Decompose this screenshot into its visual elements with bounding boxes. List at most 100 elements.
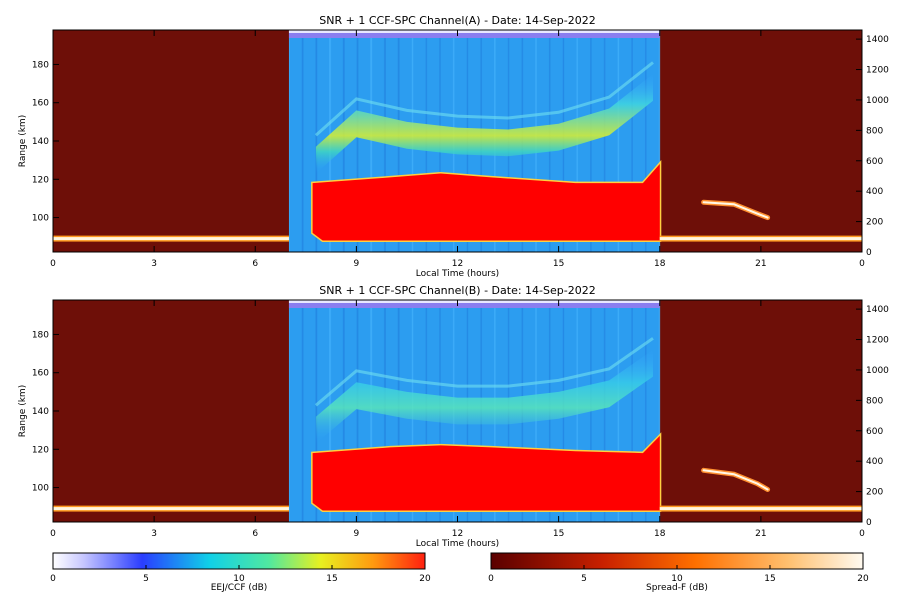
x-tick-label: 12 (452, 259, 463, 269)
noise-streak (644, 30, 646, 252)
noise-streak (603, 30, 605, 252)
colorbar-eej-label: EEJ/CCF (dB) (211, 583, 268, 593)
x-tick-label: 3 (151, 259, 157, 269)
streak (702, 469, 769, 491)
x-tick-label: 18 (654, 529, 666, 539)
chart-title: SNR + 1 CCF-SPC Channel(B) - Date: 14-Se… (319, 284, 595, 297)
colorbar-tick-label: 15 (764, 574, 775, 584)
noise-streak (302, 30, 304, 252)
noise-streak (590, 30, 592, 252)
y-tick-label: 160 (32, 369, 49, 379)
y-tick-label: 160 (32, 99, 49, 109)
noise-streak (618, 300, 620, 522)
noise-streak (356, 30, 358, 252)
chart-title: SNR + 1 CCF-SPC Channel(A) - Date: 14-Se… (319, 14, 595, 27)
colorbar-tick-label: 20 (419, 574, 431, 584)
top-noise-edge (288, 30, 660, 33)
y-tick-label: 140 (32, 137, 49, 147)
noise-streak (370, 30, 372, 252)
x-tick-label: 15 (553, 529, 564, 539)
noise-streak (302, 300, 304, 522)
x-tick-label: 3 (151, 529, 157, 539)
colorbar-tick-label: 5 (143, 574, 149, 584)
y2-tick-label: 200 (866, 488, 883, 498)
arc-echo-layer (315, 349, 653, 444)
noise-streak (617, 30, 619, 252)
noise-streak (302, 300, 304, 522)
x-tick-label: 21 (755, 259, 766, 269)
noise-streak (631, 30, 633, 252)
noise-streak (301, 300, 303, 522)
y-tick-label: 100 (32, 214, 49, 224)
noise-streak (371, 30, 373, 252)
noise-streak (604, 30, 606, 252)
noise-streak (301, 300, 303, 522)
night-layer (659, 237, 862, 241)
noise-streak (370, 30, 372, 252)
noise-streak (357, 30, 359, 252)
y2-tick-label: 800 (866, 126, 883, 136)
noise-streak (645, 30, 647, 252)
panel-channel-b: 0 3 6 9 12 15 18 21 0 100 120 140 160 180 0 200 400 600 80… (18, 284, 889, 549)
noise-streak (316, 300, 318, 522)
top-noise-edge (288, 300, 660, 303)
noise-streak (315, 30, 317, 252)
y2-tick-label: 0 (866, 248, 872, 258)
x-tick-label: 0 (859, 259, 865, 269)
noise-streak (645, 30, 647, 252)
y-tick-label: 140 (32, 407, 49, 417)
noise-streak (659, 30, 661, 252)
arc-echo-layer (315, 74, 653, 174)
noise-streak (315, 300, 317, 522)
x-tick-label: 12 (452, 529, 463, 539)
y2-tick-label: 1200 (866, 336, 889, 346)
y-tick-label: 180 (32, 60, 49, 70)
y2-tick-label: 0 (866, 518, 872, 528)
colorbar-eej: 0 5 10 15 20 EEJ/CCF (dB) (50, 552, 431, 593)
y-tick-label: 120 (32, 175, 49, 185)
noise-streak (301, 30, 303, 252)
noise-streak (301, 30, 303, 252)
night-layer (659, 507, 862, 511)
y2-tick-label: 200 (866, 218, 883, 228)
noise-streak (631, 300, 633, 522)
noise-streak (604, 300, 606, 522)
noise-streak (590, 30, 592, 252)
eej-layer (312, 435, 660, 511)
heatmap-area (53, 30, 862, 252)
y2-tick-label: 600 (866, 157, 883, 167)
noise-streak (659, 300, 661, 522)
x-tick-label: 9 (354, 529, 360, 539)
y2-tick-label: 400 (866, 187, 883, 197)
y-axis-label: Range (km) (18, 385, 28, 437)
colorbar-spreadf-label: Spread-F (dB) (646, 583, 708, 593)
x-tick-label: 9 (354, 259, 360, 269)
noise-streak (315, 300, 317, 522)
top-noise-band (288, 300, 660, 308)
night-layer (53, 507, 289, 511)
noise-streak (302, 30, 304, 252)
x-axis-label: Local Time (hours) (416, 539, 499, 549)
noise-streak (288, 300, 290, 522)
top-noise-band (288, 30, 660, 38)
noise-streak (658, 300, 660, 522)
noise-streak (617, 300, 619, 522)
y2-tick-label: 1000 (866, 366, 889, 376)
y2-tick-label: 800 (866, 396, 883, 406)
colorbar-tick-label: 15 (326, 574, 337, 584)
heatmap-area (53, 300, 862, 522)
noise-streak (356, 300, 358, 522)
y-axis-label: Range (km) (18, 115, 28, 167)
x-tick-label: 18 (654, 259, 666, 269)
y2-tick-label: 1400 (866, 305, 889, 315)
noise-streak (631, 30, 633, 252)
noise-streak (658, 30, 660, 252)
colorbar-tick-label: 0 (488, 574, 494, 584)
noise-streak (659, 30, 661, 252)
noise-streak (356, 300, 358, 522)
y2-tick-label: 600 (866, 427, 883, 437)
x-tick-label: 0 (859, 529, 865, 539)
noise-streak (631, 30, 633, 252)
noise-streak (357, 30, 359, 252)
